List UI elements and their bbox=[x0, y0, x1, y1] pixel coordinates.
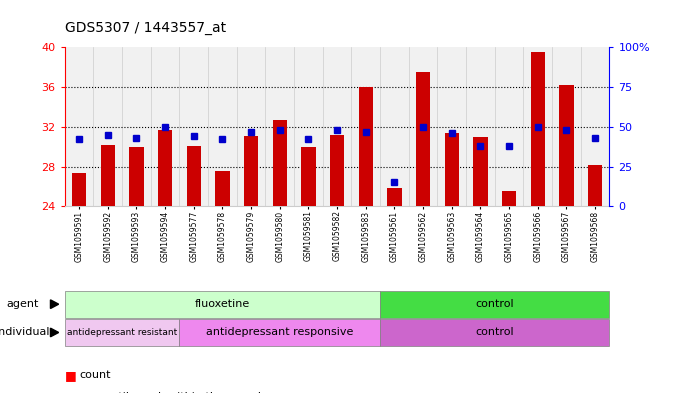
Text: individual: individual bbox=[0, 327, 50, 338]
Bar bbox=[266, 47, 294, 206]
Text: ■: ■ bbox=[65, 390, 76, 393]
Text: agent: agent bbox=[6, 299, 39, 309]
Bar bbox=[380, 47, 409, 206]
Bar bbox=[129, 147, 144, 206]
Bar bbox=[530, 52, 545, 206]
Bar bbox=[272, 120, 287, 206]
Text: antidepressant resistant: antidepressant resistant bbox=[67, 328, 177, 337]
Text: ■: ■ bbox=[65, 369, 76, 382]
Bar bbox=[122, 47, 151, 206]
Bar bbox=[208, 47, 237, 206]
Bar bbox=[409, 47, 437, 206]
Bar bbox=[65, 47, 93, 206]
Bar bbox=[473, 137, 488, 206]
Text: antidepressant responsive: antidepressant responsive bbox=[206, 327, 353, 338]
Bar bbox=[101, 145, 115, 206]
Bar bbox=[215, 171, 229, 206]
Bar bbox=[445, 133, 459, 206]
Bar bbox=[559, 85, 573, 206]
Bar bbox=[158, 130, 172, 206]
Bar bbox=[387, 188, 402, 206]
Text: control: control bbox=[475, 299, 514, 309]
Text: count: count bbox=[80, 370, 111, 380]
Bar bbox=[244, 136, 258, 206]
Bar bbox=[466, 47, 495, 206]
Bar bbox=[502, 191, 516, 206]
Bar bbox=[323, 47, 351, 206]
Bar bbox=[416, 72, 430, 206]
Bar bbox=[93, 47, 122, 206]
Bar bbox=[437, 47, 466, 206]
Bar bbox=[72, 173, 86, 206]
Bar bbox=[552, 47, 581, 206]
Bar bbox=[187, 146, 201, 206]
Text: GDS5307 / 1443557_at: GDS5307 / 1443557_at bbox=[65, 21, 226, 35]
Bar bbox=[301, 147, 315, 206]
Bar bbox=[581, 47, 609, 206]
Bar bbox=[524, 47, 552, 206]
Text: percentile rank within the sample: percentile rank within the sample bbox=[80, 392, 268, 393]
Text: fluoxetine: fluoxetine bbox=[195, 299, 250, 309]
Bar bbox=[495, 47, 524, 206]
Bar bbox=[351, 47, 380, 206]
Bar bbox=[179, 47, 208, 206]
Bar bbox=[588, 165, 602, 206]
Text: control: control bbox=[475, 327, 514, 338]
Bar bbox=[237, 47, 266, 206]
Bar bbox=[359, 87, 373, 206]
Bar bbox=[330, 135, 345, 206]
Bar bbox=[151, 47, 179, 206]
Bar bbox=[294, 47, 323, 206]
